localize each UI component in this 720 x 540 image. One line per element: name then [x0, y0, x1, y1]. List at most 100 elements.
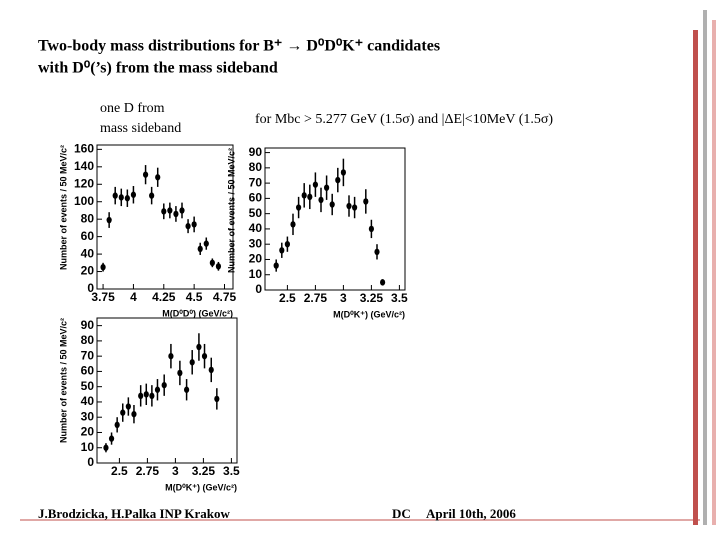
- y-tick-label: 10: [249, 267, 263, 281]
- y-axis-label: Number of events / 50 MeV/c²: [58, 318, 68, 443]
- data-point: [214, 395, 220, 403]
- data-point: [124, 195, 130, 202]
- x-tick-label: 2.5: [111, 464, 128, 478]
- y-tick-label: 20: [81, 264, 95, 278]
- x-tick-label: 3.5: [223, 464, 240, 478]
- y-tick-label: 40: [249, 221, 263, 235]
- x-tick-label: 3: [340, 291, 347, 305]
- decor-bar: [703, 10, 707, 525]
- data-point: [307, 193, 313, 201]
- x-tick-label: 2.5: [279, 291, 296, 305]
- data-point: [154, 386, 161, 393]
- data-point: [273, 262, 279, 269]
- data-point: [131, 410, 137, 418]
- data-point: [106, 216, 112, 224]
- y-tick-label: 160: [74, 142, 94, 156]
- y-tick-label: 100: [74, 194, 94, 208]
- data-point: [296, 204, 302, 211]
- y-tick-label: 80: [249, 160, 263, 174]
- data-point: [118, 194, 124, 201]
- y-tick-label: 70: [81, 348, 95, 362]
- data-point: [312, 181, 318, 188]
- data-point: [177, 369, 183, 377]
- y-tick-label: 10: [81, 440, 95, 454]
- data-point: [185, 222, 191, 230]
- decor-bar: [712, 20, 716, 525]
- x-axis-label: M(D⁰K⁺) (GeV/c²): [333, 309, 405, 319]
- y-tick-label: 60: [249, 191, 263, 205]
- data-point: [363, 198, 369, 205]
- data-point: [155, 174, 161, 181]
- y-axis-label: Number of events / 50 MeV/c²: [58, 145, 68, 270]
- y-tick-label: 0: [87, 281, 94, 295]
- data-point: [130, 191, 137, 198]
- data-point: [279, 247, 285, 254]
- y-tick-label: 30: [249, 236, 263, 250]
- data-point: [125, 403, 131, 410]
- y-tick-label: 0: [87, 455, 94, 469]
- data-point: [203, 240, 209, 247]
- y-tick-label: 20: [249, 252, 263, 266]
- data-point: [173, 210, 179, 218]
- data-point: [161, 381, 167, 389]
- data-point: [161, 208, 167, 215]
- footer: DC: [392, 506, 411, 521]
- footer: J.Brodzicka, H.Palka INP Krakow: [38, 506, 230, 521]
- data-point: [108, 435, 115, 442]
- data-point: [301, 192, 307, 199]
- data-point: [103, 444, 109, 451]
- data-point: [138, 392, 144, 400]
- data-point: [143, 391, 149, 398]
- data-point: [167, 207, 173, 214]
- y-tick-label: 80: [81, 333, 95, 347]
- x-tick-label: 3.25: [360, 291, 384, 305]
- data-point: [209, 259, 215, 267]
- data-point: [168, 352, 174, 360]
- x-tick-label: 3.5: [391, 291, 408, 305]
- x-tick-label: 4.5: [186, 290, 203, 304]
- x-tick-label: 3: [172, 464, 179, 478]
- data-point: [196, 343, 202, 351]
- y-tick-label: 60: [81, 229, 95, 243]
- y-tick-label: 90: [249, 145, 263, 159]
- y-tick-label: 50: [249, 206, 263, 220]
- data-point: [380, 279, 386, 286]
- x-tick-label: 2.75: [136, 464, 160, 478]
- data-point: [197, 245, 203, 253]
- data-point: [100, 263, 106, 271]
- plot-frame: [264, 147, 406, 291]
- plot-frame: [96, 144, 234, 290]
- data-point: [340, 169, 346, 176]
- data-point: [191, 221, 197, 228]
- data-point: [201, 352, 208, 360]
- y-tick-label: 120: [74, 176, 94, 190]
- data-point: [368, 225, 374, 233]
- data-point: [184, 386, 190, 393]
- x-tick-label: 4.75: [213, 290, 237, 304]
- data-point: [329, 201, 335, 208]
- note: one D from: [100, 101, 165, 116]
- data-point: [120, 409, 126, 416]
- footer: April 10th, 2006: [426, 506, 516, 521]
- data-point: [189, 359, 195, 366]
- decor-bar: [693, 30, 698, 525]
- y-tick-label: 40: [81, 394, 95, 408]
- data-point: [324, 184, 330, 191]
- y-tick-label: 0: [255, 282, 262, 296]
- y-tick-label: 90: [81, 318, 95, 332]
- x-tick-label: 2.75: [304, 291, 328, 305]
- slide-title: Two-body mass distributions for B⁺ → D⁰D…: [38, 38, 440, 55]
- data-point: [335, 176, 341, 184]
- y-axis-label: Number of events / 50 MeV/c²: [226, 148, 236, 273]
- y-tick-label: 30: [81, 409, 95, 423]
- y-tick-label: 20: [81, 425, 95, 439]
- data-point: [149, 392, 155, 400]
- y-tick-label: 40: [81, 246, 95, 260]
- x-tick-label: 4: [130, 290, 137, 304]
- slide-title: with D⁰(’s) from the mass sideband: [38, 60, 278, 77]
- data-point: [215, 263, 222, 270]
- data-point: [149, 192, 155, 199]
- plot-frame: [96, 317, 238, 464]
- y-tick-label: 80: [81, 211, 95, 225]
